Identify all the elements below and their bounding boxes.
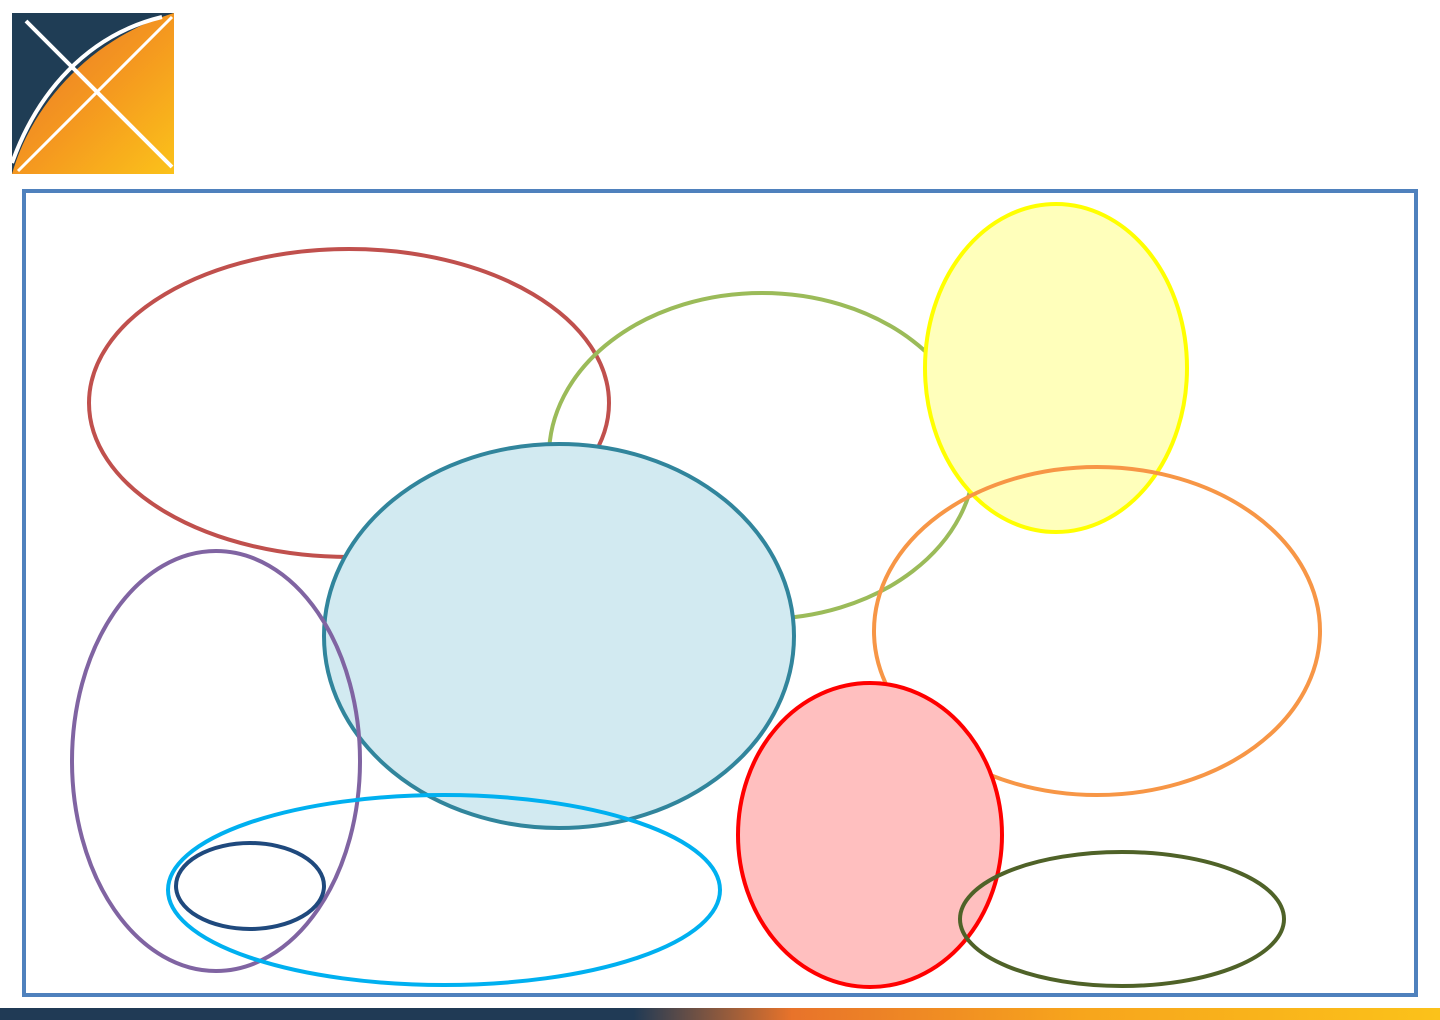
ellipse-purple xyxy=(70,549,362,973)
ellipse-yellow xyxy=(923,202,1189,534)
footer-gradient-bar xyxy=(0,1008,1440,1020)
ellipse-orange xyxy=(872,465,1322,797)
ellipse-navy xyxy=(174,841,326,931)
ellipse-red xyxy=(736,681,1004,989)
ellipse-dark-olive xyxy=(958,850,1286,988)
ellipse-teal xyxy=(322,442,796,830)
crossed-x-logo-icon xyxy=(12,13,174,174)
diagram-frame xyxy=(22,189,1418,997)
ellipse-cyan xyxy=(166,793,722,987)
